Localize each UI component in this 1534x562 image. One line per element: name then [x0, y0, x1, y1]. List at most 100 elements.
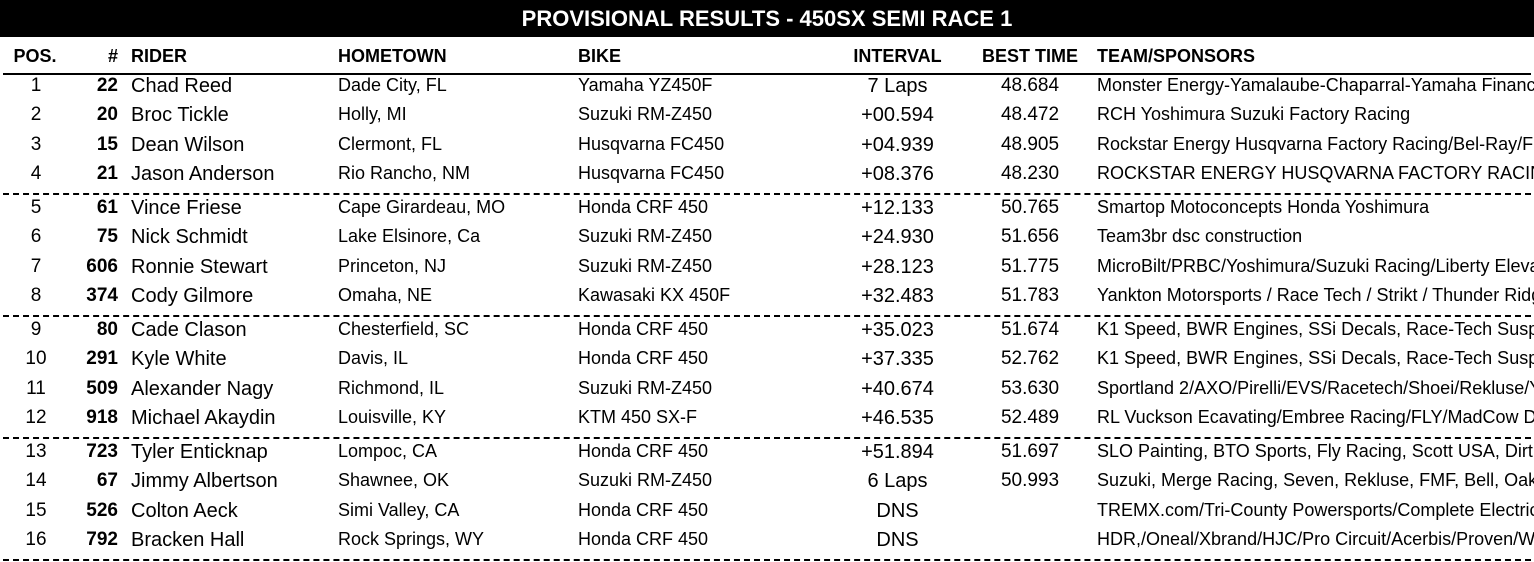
cell-best-time: 52.762: [1000, 348, 1060, 369]
cell-rider: Bracken Hall: [131, 529, 245, 551]
cell-hometown: Rock Springs, WY: [338, 529, 485, 549]
cell-rider: Vince Friese: [131, 197, 242, 219]
table-header: POS. # RIDER HOMETOWN BIKE INTERVAL BEST…: [0, 46, 1534, 72]
cell-team-sponsors: Monster Energy-Yamalaube-Chaparral-Yamah…: [1097, 75, 1534, 95]
cell-bike: Honda CRF 450: [578, 500, 709, 520]
cell-pos: 5: [30, 197, 42, 218]
table-row: 6 75 Nick Schmidt Lake Elsinore, Ca Suzu…: [0, 226, 1534, 256]
cell-bike: Husqvarna FC450: [578, 134, 725, 154]
cell-number: 80: [96, 319, 118, 340]
cell-pos: 2: [30, 104, 42, 125]
cell-bike: Kawasaki KX 450F: [578, 285, 731, 305]
cell-number: 723: [86, 441, 118, 462]
cell-pos: 12: [25, 407, 47, 428]
cell-team-sponsors: Sportland 2/AXO/Pirelli/EVS/Racetech/Sho…: [1097, 378, 1534, 398]
cell-best-time: 52.489: [1000, 407, 1060, 428]
table-row: 12 918 Michael Akaydin Louisville, KY KT…: [0, 407, 1534, 437]
table-row: 5 61 Vince Friese Cape Girardeau, MO Hon…: [0, 197, 1534, 227]
cell-hometown: Lake Elsinore, Ca: [338, 226, 481, 246]
table-row: 7 606 Ronnie Stewart Princeton, NJ Suzuk…: [0, 256, 1534, 286]
cell-team-sponsors: SLO Painting, BTO Sports, Fly Racing, Sc…: [1097, 441, 1534, 461]
cell-rider: Alexander Nagy: [131, 378, 274, 400]
cell-number: 792: [86, 529, 118, 550]
header-interval: INTERVAL: [853, 46, 942, 66]
cell-team-sponsors: Suzuki, Merge Racing, Seven, Rekluse, FM…: [1097, 470, 1534, 490]
cell-interval: 7 Laps: [867, 75, 928, 97]
cell-rider: Chad Reed: [131, 75, 233, 97]
cell-hometown: Richmond, IL: [338, 378, 445, 398]
cell-number: 509: [86, 378, 118, 399]
header-team-sponsors: TEAM/SPONSORS: [1097, 46, 1256, 66]
cell-best-time: 50.765: [1000, 197, 1060, 218]
cell-pos: 7: [30, 256, 42, 277]
cell-team-sponsors: Smartop Motoconcepts Honda Yoshimura: [1097, 197, 1430, 217]
cell-bike: Honda CRF 450: [578, 348, 709, 368]
cell-rider: Ronnie Stewart: [131, 256, 268, 278]
cell-hometown: Louisville, KY: [338, 407, 447, 427]
cell-rider: Broc Tickle: [131, 104, 229, 126]
cell-pos: 1: [30, 75, 42, 96]
cell-best-time: 51.775: [1000, 256, 1060, 277]
cell-team-sponsors: TREMX.com/Tri-County Powersports/Complet…: [1097, 500, 1534, 520]
cell-number: 374: [86, 285, 118, 306]
cell-best-time: 51.697: [1000, 441, 1060, 462]
cell-rider: Dean Wilson: [131, 134, 245, 156]
cell-hometown: Cape Girardeau, MO: [338, 197, 506, 217]
cell-number: 22: [96, 75, 118, 96]
cell-number: 15: [96, 134, 118, 155]
cell-pos: 14: [25, 470, 47, 491]
cell-interval: +32.483: [861, 285, 934, 307]
group-divider: [3, 315, 1531, 317]
cell-interval: +51.894: [861, 441, 934, 463]
cell-hometown: Dade City, FL: [338, 75, 447, 95]
cell-bike: Honda CRF 450: [578, 529, 709, 549]
cell-number: 606: [86, 256, 118, 277]
cell-best-time: 51.674: [1000, 319, 1060, 340]
cell-pos: 9: [30, 319, 42, 340]
header-bike: BIKE: [578, 46, 622, 66]
cell-bike: Suzuki RM-Z450: [578, 470, 713, 490]
cell-best-time: 50.993: [1000, 470, 1060, 491]
group-divider: [3, 193, 1531, 195]
cell-hometown: Clermont, FL: [338, 134, 443, 154]
table-row: 2 20 Broc Tickle Holly, MI Suzuki RM-Z45…: [0, 104, 1534, 134]
cell-best-time: 48.684: [1000, 75, 1060, 96]
cell-bike: Yamaha YZ450F: [578, 75, 713, 95]
cell-team-sponsors: ROCKSTAR ENERGY HUSQVARNA FACTORY RACIN: [1097, 163, 1534, 183]
cell-rider: Colton Aeck: [131, 500, 238, 522]
page-title: PROVISIONAL RESULTS - 450SX SEMI RACE 1: [0, 0, 1534, 37]
cell-bike: Honda CRF 450: [578, 441, 709, 461]
cell-interval: +35.023: [861, 319, 934, 341]
cell-team-sponsors: RL Vuckson Ecavating/Embree Racing/FLY/M…: [1097, 407, 1534, 427]
cell-bike: KTM 450 SX-F: [578, 407, 698, 427]
cell-number: 918: [86, 407, 118, 428]
cell-team-sponsors: Rockstar Energy Husqvarna Factory Racing…: [1097, 134, 1534, 154]
table-row: 9 80 Cade Clason Chesterfield, SC Honda …: [0, 319, 1534, 349]
cell-rider: Cade Clason: [131, 319, 247, 341]
cell-interval: DNS: [876, 529, 919, 551]
cell-hometown: Lompoc, CA: [338, 441, 438, 461]
cell-interval: +04.939: [861, 134, 934, 156]
table-row: 16 792 Bracken Hall Rock Springs, WY Hon…: [0, 529, 1534, 559]
cell-interval: +12.133: [861, 197, 934, 219]
cell-interval: +46.535: [861, 407, 934, 429]
cell-interval: +37.335: [861, 348, 934, 370]
header-best-time: BEST TIME: [981, 46, 1078, 66]
cell-number: 61: [96, 197, 118, 218]
cell-hometown: Princeton, NJ: [338, 256, 447, 276]
header-number: #: [107, 46, 118, 66]
cell-pos: 4: [30, 163, 42, 184]
cell-best-time: 51.656: [1000, 226, 1060, 247]
cell-interval: +00.594: [861, 104, 934, 126]
cell-pos: 16: [25, 529, 47, 550]
cell-interval: +28.123: [861, 256, 934, 278]
cell-pos: 13: [25, 441, 47, 462]
cell-team-sponsors: RCH Yoshimura Suzuki Factory Racing: [1097, 104, 1411, 124]
group-divider: [3, 559, 1531, 561]
cell-rider: Kyle White: [131, 348, 227, 370]
cell-number: 67: [96, 470, 118, 491]
cell-best-time: 51.783: [1000, 285, 1060, 306]
header-rider: RIDER: [131, 46, 188, 66]
cell-interval: +40.674: [861, 378, 934, 400]
cell-interval: 6 Laps: [867, 470, 928, 492]
